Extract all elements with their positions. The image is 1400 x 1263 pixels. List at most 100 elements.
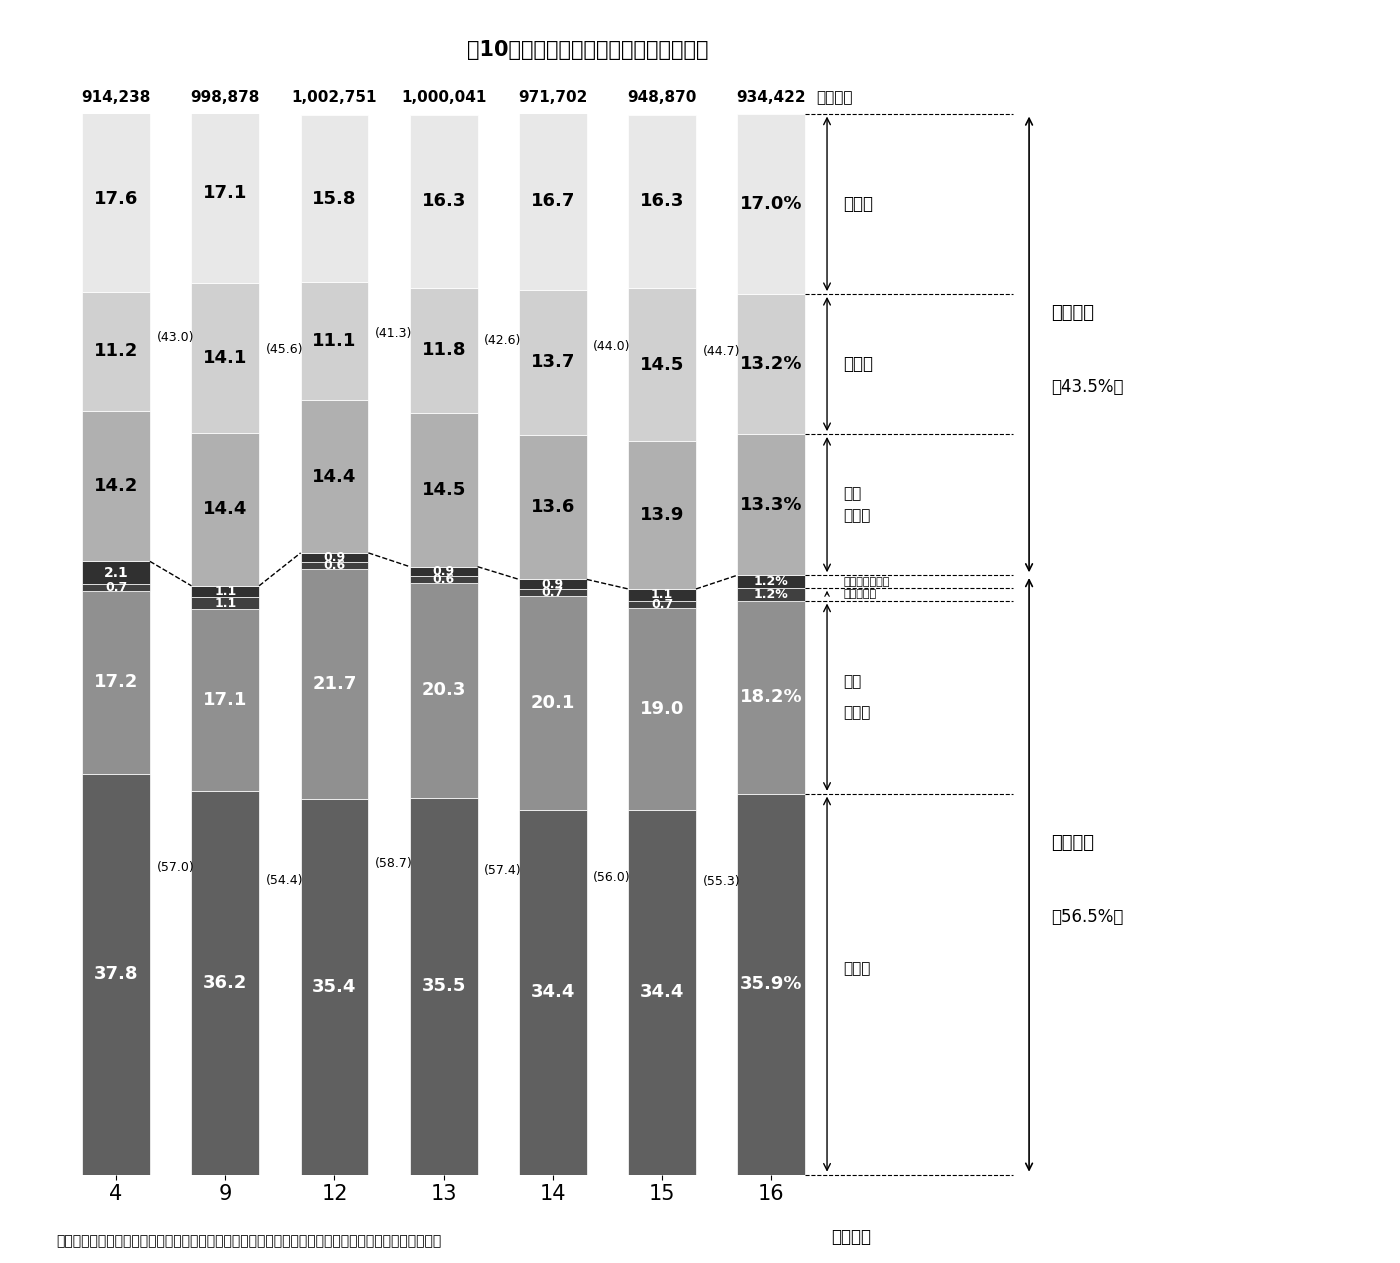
Bar xyxy=(519,289,587,436)
Bar xyxy=(410,567,477,576)
Text: 17.6: 17.6 xyxy=(94,189,139,207)
Bar xyxy=(519,596,587,810)
Text: 1.1: 1.1 xyxy=(214,597,237,610)
Text: 14.5: 14.5 xyxy=(421,481,466,499)
Text: 一般財源: 一般財源 xyxy=(1051,834,1093,853)
Bar xyxy=(738,587,805,601)
Text: 35.9%: 35.9% xyxy=(741,975,802,993)
Text: 0.9: 0.9 xyxy=(433,565,455,578)
Text: 13.3%: 13.3% xyxy=(741,495,802,514)
Text: 11.1: 11.1 xyxy=(312,332,357,350)
Text: 14.1: 14.1 xyxy=(203,349,248,368)
Text: 地方譲与税: 地方譲与税 xyxy=(843,590,876,599)
Bar xyxy=(519,589,587,596)
Text: 971,702: 971,702 xyxy=(518,90,588,105)
Text: 地方税: 地方税 xyxy=(843,961,871,976)
Text: 0.7: 0.7 xyxy=(105,581,127,594)
Bar xyxy=(738,114,805,294)
Bar xyxy=(738,575,805,587)
Bar xyxy=(83,105,150,292)
Text: （注）　国庫支出金には、交通安全対策特別交付金及び国有提供施設等所在市町村助成交付金を含む。: （注） 国庫支出金には、交通安全対策特別交付金及び国有提供施設等所在市町村助成交… xyxy=(56,1234,441,1248)
Bar xyxy=(301,400,368,553)
Bar xyxy=(192,586,259,597)
Text: (45.6): (45.6) xyxy=(266,344,304,356)
Bar xyxy=(519,580,587,589)
Text: 11.8: 11.8 xyxy=(421,341,466,359)
Bar xyxy=(83,292,150,410)
Text: 0.9: 0.9 xyxy=(542,577,564,591)
Bar xyxy=(738,793,805,1175)
Bar xyxy=(83,410,150,561)
Bar xyxy=(83,591,150,773)
Text: 18.2%: 18.2% xyxy=(741,688,802,706)
Text: （56.5%）: （56.5%） xyxy=(1051,908,1123,926)
Bar xyxy=(301,283,368,400)
Bar xyxy=(629,810,696,1175)
Bar xyxy=(192,102,259,283)
Text: (43.0): (43.0) xyxy=(157,331,195,344)
Text: 20.1: 20.1 xyxy=(531,693,575,712)
Bar xyxy=(519,436,587,580)
Text: 地方: 地方 xyxy=(843,673,861,688)
Text: 15.8: 15.8 xyxy=(312,189,357,207)
Text: 国庫: 国庫 xyxy=(843,486,861,501)
Bar xyxy=(410,115,477,288)
Text: 地方特例交付金: 地方特例交付金 xyxy=(843,576,890,586)
Bar xyxy=(301,562,368,568)
Text: 1.2%: 1.2% xyxy=(755,575,788,589)
Bar xyxy=(410,576,477,582)
Bar xyxy=(738,434,805,575)
Bar xyxy=(410,798,477,1175)
Text: 0.7: 0.7 xyxy=(542,586,564,599)
Text: 1,000,041: 1,000,041 xyxy=(400,90,486,105)
Text: 35.4: 35.4 xyxy=(312,978,357,995)
Text: （43.5%）: （43.5%） xyxy=(1051,378,1123,395)
Text: （年度）: （年度） xyxy=(832,1228,871,1245)
Text: (44.7): (44.7) xyxy=(703,345,741,357)
Text: (41.3): (41.3) xyxy=(375,327,412,340)
Text: 地方債: 地方債 xyxy=(843,355,874,373)
Text: 11.2: 11.2 xyxy=(94,342,139,360)
Text: 1,002,751: 1,002,751 xyxy=(291,90,377,105)
Text: 13.9: 13.9 xyxy=(640,506,685,524)
Text: 20.3: 20.3 xyxy=(421,681,466,700)
Text: 14.4: 14.4 xyxy=(312,467,357,485)
Bar xyxy=(738,601,805,793)
Text: 支出金: 支出金 xyxy=(843,508,871,523)
Text: 34.4: 34.4 xyxy=(531,983,575,1002)
Text: 特定財源: 特定財源 xyxy=(1051,303,1093,322)
Bar xyxy=(192,597,259,609)
Text: 16.3: 16.3 xyxy=(421,192,466,210)
Text: 0.6: 0.6 xyxy=(323,560,346,572)
Bar xyxy=(629,442,696,589)
Text: (57.0): (57.0) xyxy=(157,861,195,874)
Bar xyxy=(629,288,696,442)
Bar xyxy=(629,589,696,601)
Bar xyxy=(192,433,259,586)
Text: 17.1: 17.1 xyxy=(203,183,248,202)
Text: 0.6: 0.6 xyxy=(433,573,455,586)
Bar xyxy=(83,561,150,584)
Text: 16.7: 16.7 xyxy=(531,192,575,210)
Bar xyxy=(410,413,477,567)
Text: 35.5: 35.5 xyxy=(421,978,466,995)
Bar xyxy=(629,115,696,288)
Bar xyxy=(410,582,477,798)
Text: 34.4: 34.4 xyxy=(640,983,685,1002)
Bar xyxy=(301,115,368,283)
Text: (44.0): (44.0) xyxy=(594,340,631,354)
Bar xyxy=(83,773,150,1175)
Bar xyxy=(519,112,587,289)
Text: 第10図　歳入純計決算額の構成比の推移: 第10図 歳入純計決算額の構成比の推移 xyxy=(468,40,708,61)
Text: (42.6): (42.6) xyxy=(484,333,521,346)
Bar xyxy=(629,601,696,608)
Text: 914,238: 914,238 xyxy=(81,90,151,105)
Text: 0.9: 0.9 xyxy=(323,551,346,565)
Bar xyxy=(410,288,477,413)
Text: 1.1: 1.1 xyxy=(651,589,673,601)
Text: 14.4: 14.4 xyxy=(203,500,248,518)
Text: 13.7: 13.7 xyxy=(531,354,575,371)
Text: 交付税: 交付税 xyxy=(843,706,871,721)
Text: 17.0%: 17.0% xyxy=(741,195,802,213)
Bar xyxy=(301,568,368,799)
